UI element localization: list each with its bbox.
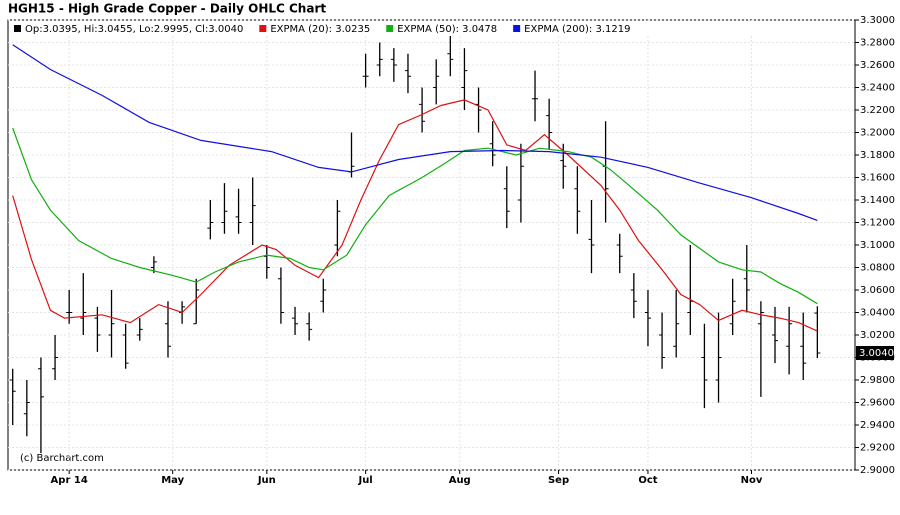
ema-line	[12, 44, 818, 221]
x-tick-label: Aug	[449, 475, 471, 486]
plot-frame	[7, 19, 856, 471]
ema-line	[12, 99, 818, 332]
price-label: 3.0040	[859, 348, 894, 359]
y-tick-label: 3.0600	[860, 285, 895, 296]
x-tick-label: Oct	[638, 475, 657, 486]
legend-label: EXPMA (50): 3.0478	[397, 24, 497, 35]
y-tick-label: 2.9600	[860, 398, 895, 409]
price-label-bg	[856, 346, 894, 360]
y-tick-label: 2.9000	[860, 465, 895, 476]
y-tick-label: 3.2800	[860, 38, 895, 49]
y-tick-label: 3.2600	[860, 60, 895, 71]
ema-line	[12, 127, 818, 305]
y-tick-label: 3.1800	[860, 150, 895, 161]
legend-swatch	[14, 25, 21, 32]
x-tick-label: Jun	[257, 475, 276, 486]
y-tick-label: 3.1200	[860, 218, 895, 229]
y-tick-label: 3.2000	[860, 128, 895, 139]
y-tick-label: 3.0800	[860, 263, 895, 274]
x-tick-label: May	[161, 475, 184, 486]
chart-title: HGH15 - High Grade Copper - Daily OHLC C…	[8, 2, 326, 16]
copyright: (c) Barchart.com	[20, 453, 104, 464]
legend-label: EXPMA (20): 3.0235	[270, 24, 370, 35]
y-tick-label: 3.1600	[860, 173, 895, 184]
legend-label: EXPMA (200): 3.1219	[524, 24, 630, 35]
y-tick-label: 3.3000	[860, 15, 895, 26]
y-tick-label: 3.0400	[860, 308, 895, 319]
y-tick-label: 2.9200	[860, 443, 895, 454]
y-tick-label: 3.1000	[860, 240, 895, 251]
legend-swatch	[386, 25, 394, 32]
legend-label: Op:3.0395, Hi:3.0455, Lo:2.9995, Cl:3.00…	[25, 24, 243, 35]
legend-band	[9, 21, 854, 36]
y-tick-label: 3.2400	[860, 83, 895, 94]
y-tick-label: 3.1400	[860, 195, 895, 206]
x-tick-label: Apr 14	[51, 475, 88, 486]
y-tick-label: 2.9800	[860, 375, 895, 386]
x-tick-label: Jul	[357, 475, 372, 486]
y-tick-label: 2.9400	[860, 420, 895, 431]
y-tick-label: 3.2200	[860, 105, 895, 116]
y-tick-label: 3.0200	[860, 330, 895, 341]
legend-swatch	[259, 25, 267, 32]
x-tick-label: Sep	[548, 475, 569, 486]
legend-swatch	[513, 25, 521, 32]
x-tick-label: Nov	[741, 475, 763, 486]
